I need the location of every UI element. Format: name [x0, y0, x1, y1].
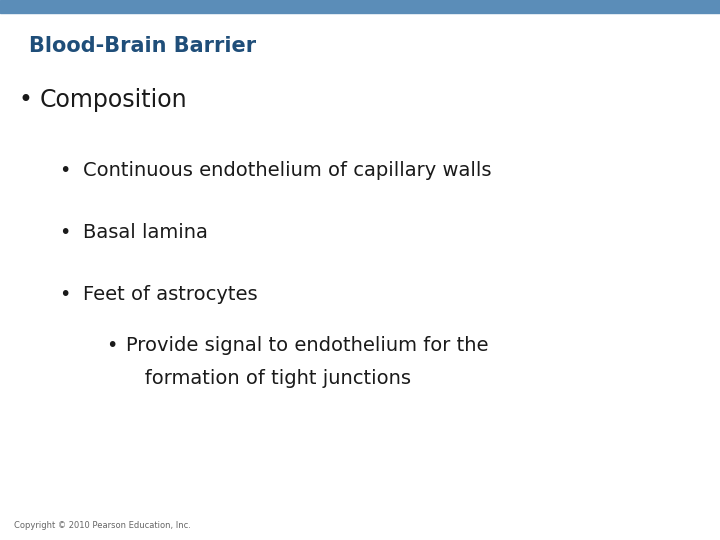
- Bar: [0, 0, 720, 13]
- Text: Feet of astrocytes: Feet of astrocytes: [83, 285, 258, 304]
- Text: Composition: Composition: [40, 88, 187, 112]
- Text: Basal lamina: Basal lamina: [83, 222, 207, 242]
- Text: •: •: [59, 285, 71, 304]
- Text: •: •: [18, 88, 32, 112]
- Text: Copyright © 2010 Pearson Education, Inc.: Copyright © 2010 Pearson Education, Inc.: [14, 521, 192, 530]
- Text: Blood-Brain Barrier: Blood-Brain Barrier: [29, 36, 256, 56]
- Text: •: •: [59, 160, 71, 180]
- Text: •: •: [107, 336, 118, 355]
- Text: Continuous endothelium of capillary walls: Continuous endothelium of capillary wall…: [83, 160, 491, 180]
- Text: formation of tight junctions: formation of tight junctions: [126, 368, 411, 388]
- Text: •: •: [59, 222, 71, 242]
- Text: Provide signal to endothelium for the: Provide signal to endothelium for the: [126, 336, 488, 355]
